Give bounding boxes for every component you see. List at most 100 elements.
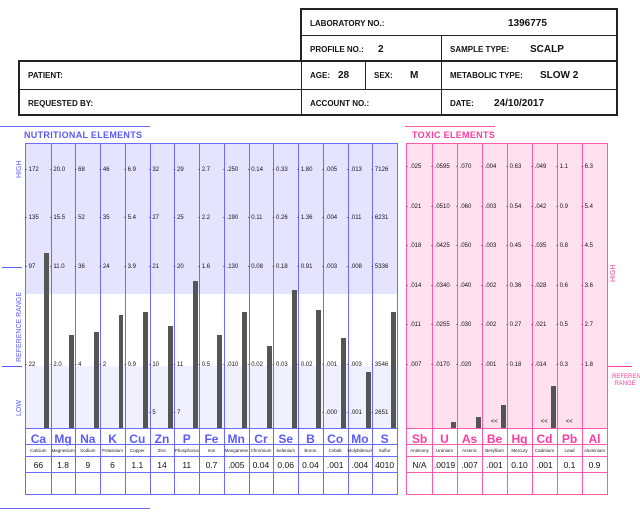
toxic-bar-be	[500, 405, 506, 428]
toxic-tick-label: - .049	[531, 164, 547, 170]
nutritional-name-cu: Copper	[129, 448, 145, 453]
nutritional-tick-label: - .130	[222, 264, 239, 270]
nutritional-tick-label: - 2.7	[198, 167, 211, 173]
nutritional-tick-label: - 0.5	[198, 362, 211, 368]
nutritional-column-divider	[75, 144, 77, 494]
nutritional-tick-label: - 5336	[371, 264, 389, 270]
nutritional-tick-label: - 0.9	[123, 362, 136, 368]
nutritional-tick-label: - 97	[25, 264, 36, 270]
nutritional-table-rule	[26, 456, 397, 457]
nutritional-column-divider	[50, 144, 52, 494]
nutritional-band	[26, 366, 397, 428]
toxic-tick-label: - 0.27	[506, 322, 522, 328]
nutritional-symbol-p: P	[182, 432, 191, 446]
nutritional-symbol-cu: Cu	[129, 432, 146, 446]
toxic-result-pb: 0.1	[563, 460, 576, 470]
nutritional-name-zn: Zinc	[157, 448, 167, 453]
nutritional-bar-co	[341, 337, 347, 428]
nutritional-symbol-b: B	[306, 432, 315, 446]
nutritional-bar-ca	[44, 253, 50, 428]
nutritional-reference-range-label: REFERENCE RANGE	[16, 291, 23, 362]
toxic-column-divider	[582, 144, 583, 494]
toxic-symbol-hg: Hg	[511, 432, 528, 446]
nutritional-symbol-zn: Zn	[154, 432, 170, 446]
toxic-tick-label: - 0.9	[556, 204, 569, 210]
nutritional-tick-label: - .003	[346, 362, 362, 368]
nutritional-result-ca: 66	[33, 460, 44, 470]
nutritional-bar-s	[390, 312, 396, 428]
toxic-tick-label: - 5.4	[581, 204, 594, 210]
nutritional-tick-label: - 4	[74, 362, 82, 368]
toxic-tick-label: - .003	[481, 243, 497, 249]
nutritional-tick-label: - .250	[222, 167, 239, 173]
nutritional-arrow-high	[2, 267, 22, 268]
metabolic-type-label: METABOLIC TYPE:	[450, 71, 523, 80]
toxic-name-be: Beryllium	[485, 448, 504, 453]
toxic-symbol-as: As	[461, 432, 478, 446]
toxic-tick-label: - .001	[481, 362, 497, 368]
nutritional-tick-label: - 24	[99, 264, 110, 270]
toxic-tick-label: - .035	[531, 243, 547, 249]
nutritional-column-divider	[372, 144, 374, 494]
nutritional-column-divider	[100, 144, 102, 494]
toxic-name-sb: Antimony	[410, 448, 429, 453]
toxic-tick-label: - .011	[406, 322, 421, 328]
toxic-tick-label: - .003	[481, 204, 497, 210]
toxic-symbol-cd: Cd	[536, 432, 553, 446]
toxic-tick-label: - 0.8	[556, 243, 569, 249]
toxic-symbol-al: Al	[588, 432, 601, 446]
nutritional-bar-zn	[167, 326, 173, 428]
nutritional-tick-label: - 32	[148, 167, 159, 173]
nutritional-tick-label: - 2.0	[49, 362, 62, 368]
nutritional-column-divider	[223, 144, 225, 494]
nutritional-symbol-mn: Mn	[227, 432, 245, 446]
toxic-result-as: .007	[461, 460, 478, 470]
nutritional-name-na: Sodium	[80, 448, 96, 453]
nutritional-tick-label: - 7126	[371, 167, 389, 173]
nutritional-bar-p	[192, 281, 198, 428]
nutritional-chart: - 172 - 135 - 97 - 22 Ca Calcium 66 - 20.0 - 15.…	[25, 143, 398, 495]
toxic-tick-label: - .050	[456, 243, 472, 249]
nutritional-column-divider	[298, 144, 300, 494]
nutritional-column-divider	[124, 144, 126, 494]
toxic-column-divider	[507, 144, 508, 494]
toxic-tick-label: - .018	[406, 243, 422, 249]
nutritional-bar-b	[316, 309, 322, 428]
nutritional-tick-label: - .013	[346, 167, 362, 173]
nutritional-result-zn: 14	[157, 460, 167, 470]
nutritional-tick-label: - 2.2	[198, 215, 211, 221]
sample-type-label: SAMPLE TYPE:	[450, 44, 510, 54]
toxic-tick-label: - 4.5	[581, 243, 594, 249]
nutritional-result-cu: 1.1	[131, 460, 144, 470]
sex-value: M	[410, 70, 419, 81]
nutritional-column-divider	[174, 144, 176, 494]
date-value: 24/10/2017	[494, 97, 545, 109]
nutritional-tick-label: - .004	[321, 215, 338, 221]
toxic-table-rule	[407, 444, 607, 445]
nutritional-bar-mo	[365, 371, 371, 428]
nutritional-arrow-low	[2, 366, 22, 367]
nutritional-tick-label: - .001	[346, 410, 362, 416]
toxic-name-al: Aluminium	[583, 448, 605, 453]
nutritional-name-mg: Magnesium	[51, 448, 75, 453]
toxic-column-divider	[482, 144, 483, 494]
toxic-below-note: <<	[565, 419, 573, 425]
nutritional-tick-label: - .005	[321, 167, 338, 173]
nutritional-result-p: 11	[182, 460, 192, 470]
toxic-tick-label: - .070	[456, 164, 472, 170]
nutritional-symbol-na: Na	[80, 432, 96, 446]
nutritional-name-ca: Calcium	[30, 448, 47, 453]
nutritional-tick-label: - 3.9	[123, 264, 136, 270]
lab-no-label: LABORATORY NO.:	[310, 18, 385, 28]
nutritional-result-b: 0.04	[302, 460, 319, 470]
nutritional-symbol-mg: Mg	[54, 432, 72, 446]
toxic-tick-label: - 1.8	[581, 362, 594, 368]
nutritional-tick-label: - 0.33	[272, 167, 288, 173]
nutritional-bar-k	[118, 315, 124, 428]
nutritional-column-divider	[273, 144, 275, 494]
nutritional-bar-mg	[69, 334, 74, 428]
nutritional-tick-label: - 0.18	[272, 264, 288, 270]
nutritional-column-divider	[199, 144, 201, 494]
toxic-tick-label: - .002	[481, 322, 497, 328]
lab-no-value: 1396775	[508, 17, 547, 29]
